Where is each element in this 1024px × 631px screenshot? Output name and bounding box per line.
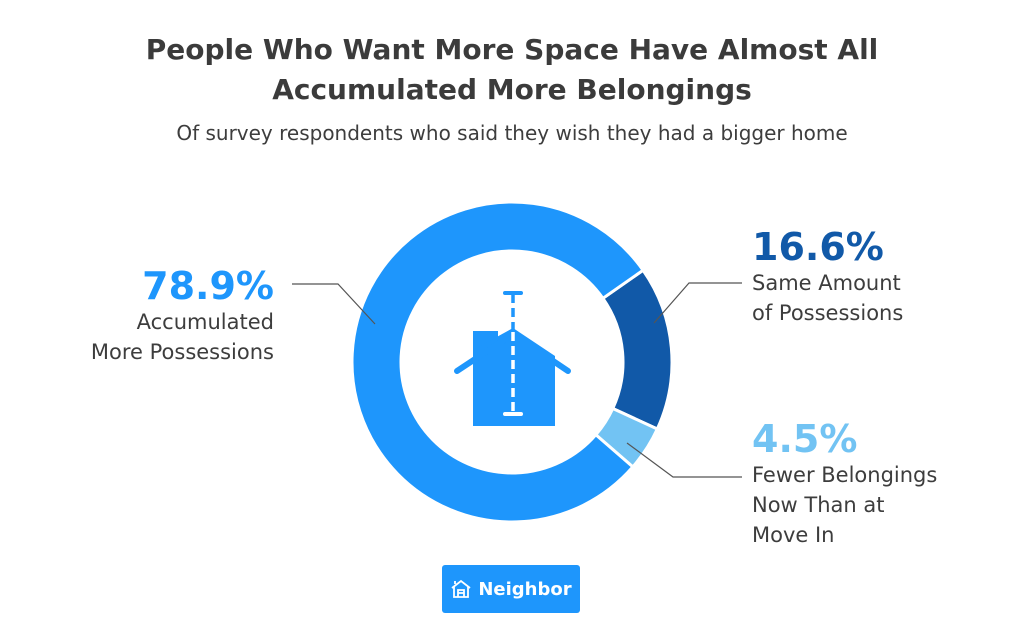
pct-fewer: 4.5% — [752, 417, 858, 461]
leader-lines — [292, 282, 742, 478]
chart-header: People Who Want More Space Have Almost A… — [0, 30, 1024, 146]
leader-line-same — [653, 282, 742, 324]
slice-accumulated — [350, 200, 646, 524]
chart-subtitle: Of survey respondents who said they wish… — [176, 121, 848, 145]
label-same: 16.6% Same Amount of Possessions — [752, 226, 903, 328]
neighbor-logo: Neighbor — [442, 565, 580, 613]
house-logo-icon — [451, 579, 471, 598]
label-fewer: 4.5% Fewer Belongings Now Than at Move I… — [752, 418, 937, 550]
text: Now Than at — [752, 493, 885, 517]
label-accumulated: 78.9% Accumulated More Possessions — [91, 265, 274, 367]
brand-name: Neighbor — [478, 578, 572, 600]
leader-line-fewer — [626, 442, 742, 478]
text: Same Amount — [752, 271, 901, 295]
text: of Possessions — [752, 301, 904, 325]
slice-same — [600, 268, 674, 432]
chart-title: People Who Want More Space Have Almost A… — [145, 33, 879, 106]
text: Fewer Belongings — [752, 463, 938, 487]
house-height-icon — [454, 291, 571, 426]
text: Move In — [752, 523, 835, 547]
pct-accumulated: 78.9% — [142, 264, 274, 308]
leader-line-accumulated — [292, 283, 376, 325]
text: Accumulated — [136, 310, 274, 334]
text: More Possessions — [90, 340, 274, 364]
pct-same: 16.6% — [752, 225, 884, 269]
